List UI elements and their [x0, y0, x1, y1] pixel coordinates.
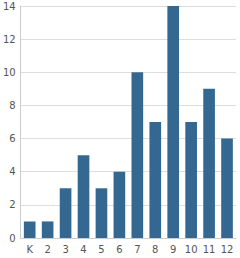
- svg-text:3: 3: [62, 244, 68, 255]
- svg-text:10: 10: [185, 244, 198, 255]
- svg-text:12: 12: [221, 244, 234, 255]
- svg-text:4: 4: [80, 244, 86, 255]
- svg-text:6: 6: [9, 133, 15, 144]
- svg-text:8: 8: [152, 244, 158, 255]
- svg-text:2: 2: [9, 199, 15, 210]
- svg-text:2: 2: [44, 244, 50, 255]
- svg-text:8: 8: [9, 100, 15, 111]
- svg-text:14: 14: [3, 1, 16, 12]
- svg-text:K: K: [26, 244, 33, 255]
- svg-text:10: 10: [3, 67, 16, 78]
- svg-text:12: 12: [3, 34, 16, 45]
- svg-text:9: 9: [170, 244, 176, 255]
- svg-text:6: 6: [116, 244, 122, 255]
- svg-text:7: 7: [134, 244, 140, 255]
- svg-text:5: 5: [98, 244, 104, 255]
- svg-text:4: 4: [9, 166, 15, 177]
- svg-text:0: 0: [9, 233, 15, 244]
- svg-text:11: 11: [203, 244, 216, 255]
